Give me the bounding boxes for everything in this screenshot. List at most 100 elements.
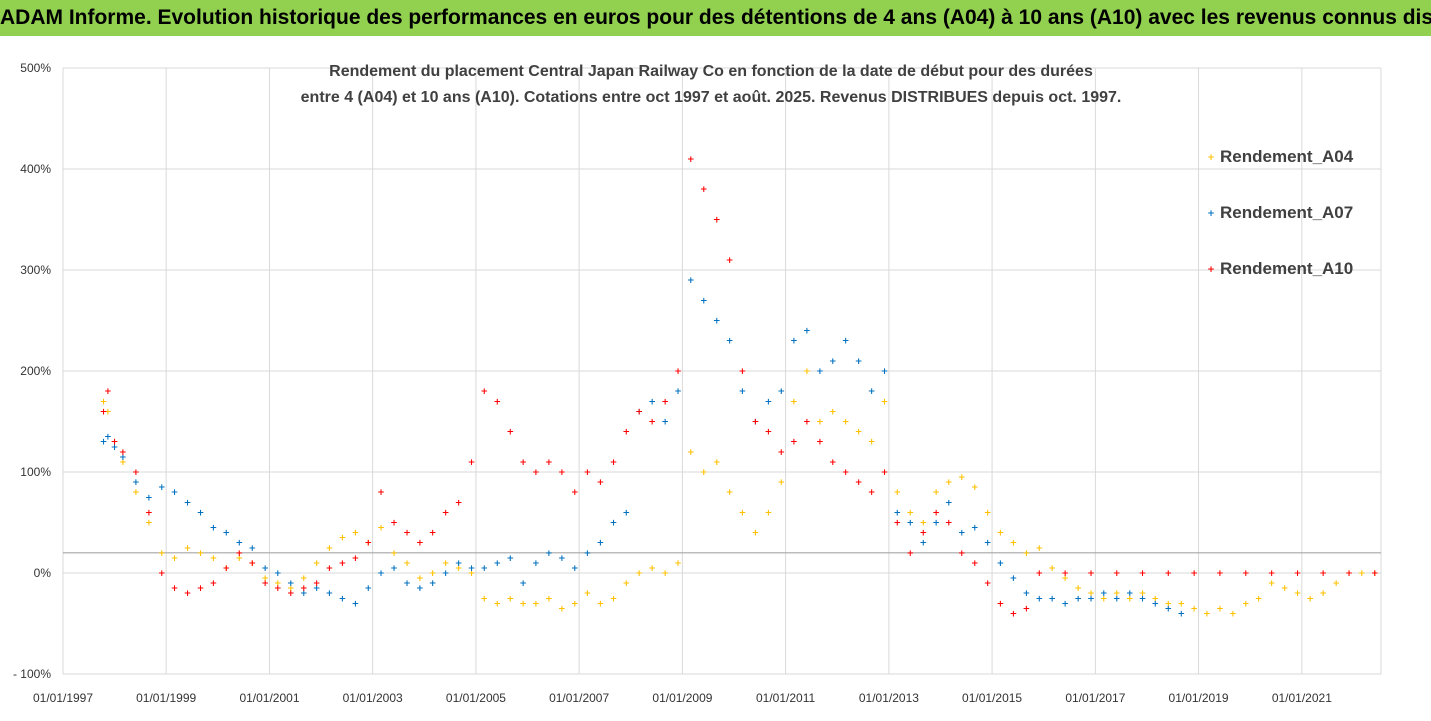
data-point: + — [390, 549, 398, 559]
data-point: + — [816, 418, 824, 428]
data-point: + — [803, 418, 811, 428]
data-point: + — [429, 579, 437, 589]
series-Rendement_A07: + + + + + + + + + + + + + + + + + + + + + + + + + + + + + + + + + + + + + + + +… — [100, 276, 1185, 619]
x-tick-label: 01/01/2017 — [1065, 691, 1125, 705]
data-point: + — [829, 458, 837, 468]
data-point: + — [111, 438, 119, 448]
data-point: + — [274, 579, 282, 589]
data-point: + — [1319, 569, 1327, 579]
data-point: + — [132, 468, 140, 478]
data-point: + — [932, 488, 940, 498]
y-tick-label: - 100% — [13, 667, 51, 681]
chart-grid — [62, 67, 1382, 675]
data-point: + — [1061, 599, 1069, 609]
data-point: + — [674, 559, 682, 569]
data-point: + — [958, 549, 966, 559]
data-point: + — [842, 337, 850, 347]
data-point: + — [919, 539, 927, 549]
data-point: + — [326, 564, 334, 574]
data-point: + — [184, 544, 192, 554]
data-point: + — [661, 569, 669, 579]
data-point: + — [455, 559, 463, 569]
data-point: + — [1165, 569, 1173, 579]
data-point: + — [984, 539, 992, 549]
data-point: + — [158, 549, 166, 559]
data-point: + — [648, 418, 656, 428]
data-point: + — [623, 508, 631, 518]
data-point: + — [829, 407, 837, 417]
data-point: + — [119, 453, 127, 463]
data-point: + — [635, 407, 643, 417]
data-point: + — [274, 569, 282, 579]
data-point: + — [893, 519, 901, 529]
data-point: + — [1061, 569, 1069, 579]
data-point: + — [442, 559, 450, 569]
data-point: + — [1010, 539, 1018, 549]
data-point: + — [545, 594, 553, 604]
data-point: + — [100, 407, 108, 417]
data-point: + — [248, 544, 256, 554]
data-point: + — [1061, 574, 1069, 584]
data-point: + — [881, 367, 889, 377]
data-point: + — [1023, 604, 1031, 614]
data-point: + — [597, 478, 605, 488]
data-point: + — [687, 155, 695, 165]
data-point: + — [481, 387, 489, 397]
data-point: + — [1281, 584, 1289, 594]
data-point: + — [765, 508, 773, 518]
data-point: + — [210, 554, 218, 564]
data-point: + — [1306, 594, 1314, 604]
data-point: + — [713, 216, 721, 226]
data-point: + — [997, 559, 1005, 569]
y-tick-label: 400% — [20, 162, 51, 176]
data-point: + — [881, 468, 889, 478]
data-point: + — [364, 539, 372, 549]
data-point: + — [1190, 604, 1198, 614]
data-point: + — [958, 529, 966, 539]
data-point: + — [197, 549, 205, 559]
data-point: + — [1100, 589, 1108, 599]
data-point: + — [610, 519, 618, 529]
data-point: + — [1242, 569, 1250, 579]
data-point: + — [829, 357, 837, 367]
data-point: + — [222, 564, 230, 574]
data-point: + — [648, 564, 656, 574]
data-point: + — [868, 387, 876, 397]
data-point: + — [442, 508, 450, 518]
data-point: + — [1139, 589, 1147, 599]
data-point: + — [519, 599, 527, 609]
y-tick-label: 300% — [20, 263, 51, 277]
y-tick-label: 500% — [20, 61, 51, 75]
data-point: + — [816, 438, 824, 448]
data-point: + — [248, 559, 256, 569]
data-point: + — [1048, 594, 1056, 604]
data-point: + — [377, 488, 385, 498]
data-point: + — [100, 438, 108, 448]
data-point: + — [104, 407, 112, 417]
data-point: + — [648, 397, 656, 407]
data-point: + — [803, 327, 811, 337]
data-point: + — [1178, 599, 1186, 609]
data-point: + — [1113, 569, 1121, 579]
data-point: + — [1319, 589, 1327, 599]
data-point: + — [100, 397, 108, 407]
data-point: + — [1345, 569, 1353, 579]
data-point: + — [893, 488, 901, 498]
data-point: + — [558, 468, 566, 478]
y-axis-labels: - 100% 0% 100% 200% 300% 400% 500% — [13, 61, 51, 681]
data-point: + — [545, 549, 553, 559]
data-point: + — [132, 478, 140, 488]
data-point: + — [468, 564, 476, 574]
data-point: + — [197, 508, 205, 518]
data-point: + — [1255, 594, 1263, 604]
data-point: + — [906, 549, 914, 559]
data-point: + — [855, 357, 863, 367]
data-point: + — [971, 483, 979, 493]
data-point: + — [919, 529, 927, 539]
data-point: + — [971, 524, 979, 534]
data-point: + — [416, 539, 424, 549]
data-point: + — [455, 564, 463, 574]
legend-marker: + — [1207, 265, 1215, 275]
data-point: + — [390, 564, 398, 574]
data-point: + — [532, 468, 540, 478]
